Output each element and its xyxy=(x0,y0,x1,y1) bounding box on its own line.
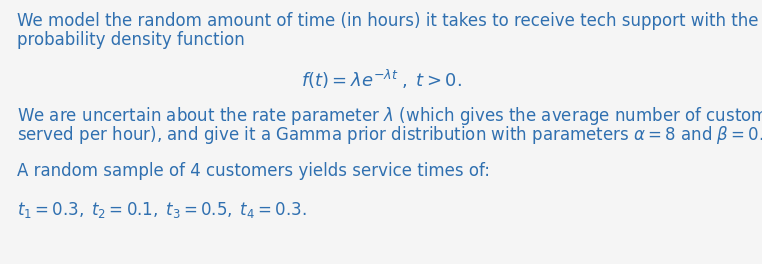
Text: We are uncertain about the rate parameter $\lambda$ (which gives the average num: We are uncertain about the rate paramete… xyxy=(17,105,762,127)
Text: A random sample of 4 customers yields service times of:: A random sample of 4 customers yields se… xyxy=(17,162,490,180)
Text: $f(t) = \lambda e^{-\lambda t}\;,\; t > 0.$: $f(t) = \lambda e^{-\lambda t}\;,\; t > … xyxy=(300,68,462,91)
Text: We model the random amount of time (in hours) it takes to receive tech support w: We model the random amount of time (in h… xyxy=(17,12,758,30)
Text: probability density function: probability density function xyxy=(17,31,245,49)
Text: $t_1 = 0.3,\; t_2 = 0.1,\; t_3 = 0.5,\; t_4 = 0.3.$: $t_1 = 0.3,\; t_2 = 0.1,\; t_3 = 0.5,\; … xyxy=(17,200,306,220)
Text: served per hour), and give it a Gamma prior distribution with parameters $\alpha: served per hour), and give it a Gamma pr… xyxy=(17,124,762,146)
